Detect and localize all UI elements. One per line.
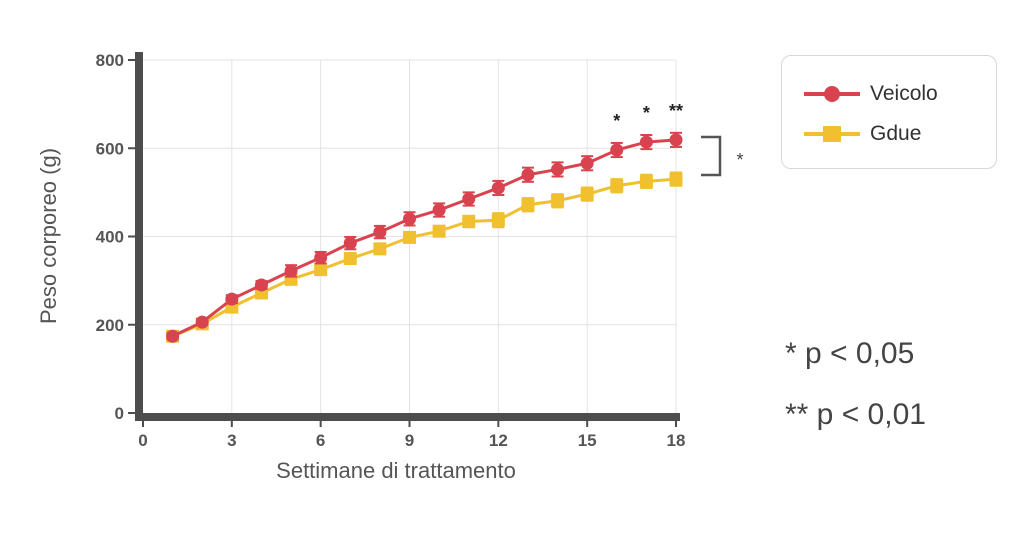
series-layer (166, 131, 683, 343)
data-point (639, 174, 653, 188)
data-point (432, 203, 446, 217)
significance-star: ** (669, 101, 683, 121)
data-point (580, 187, 594, 201)
y-tick-label: 800 (96, 51, 124, 70)
data-point (225, 292, 239, 306)
y-tick-label: 600 (96, 139, 124, 158)
data-point (314, 251, 328, 265)
legend-item-gdue: Gdue (804, 119, 921, 149)
data-point (254, 278, 268, 292)
data-point (373, 225, 387, 239)
data-point (343, 236, 357, 250)
x-tick-label: 6 (316, 431, 325, 450)
series-line-veicolo (171, 138, 677, 338)
data-point (580, 156, 594, 170)
data-point (669, 133, 683, 147)
series-gdue (166, 171, 683, 343)
data-point (669, 172, 683, 186)
y-tick-label: 200 (96, 316, 124, 335)
x-axis-label: Settimane di trattamento (276, 458, 516, 483)
data-point (491, 181, 505, 195)
data-point (639, 135, 653, 149)
x-tick-label: 18 (667, 431, 686, 450)
legend-swatch-gdue (804, 124, 860, 144)
data-point (432, 224, 446, 238)
data-point (610, 143, 624, 157)
data-point (403, 212, 416, 226)
legend-label-gdue: Gdue (870, 122, 922, 145)
significance-note-2: ** p < 0,01 (785, 398, 926, 431)
data-point (551, 162, 565, 176)
data-point (610, 179, 624, 193)
data-point (403, 230, 416, 244)
data-point (521, 168, 535, 182)
significance-bracket: * (701, 135, 744, 177)
y-tick-label: 0 (115, 404, 124, 423)
x-tick-label: 0 (138, 431, 147, 450)
data-point (462, 214, 476, 228)
data-point (195, 315, 209, 329)
data-point (314, 263, 328, 277)
x-tick-label: 9 (405, 431, 414, 450)
y-tick-label: 400 (96, 228, 124, 247)
data-point (551, 194, 565, 208)
legend: Veicolo Gdue (781, 55, 997, 169)
legend-label-veicolo: Veicolo (870, 82, 938, 105)
significance-note-1: * p < 0,05 (785, 337, 915, 370)
data-point (284, 264, 298, 278)
significance-star: * (613, 111, 620, 131)
series-line-gdue (172, 177, 677, 338)
x-tick-label: 15 (578, 431, 597, 450)
series-veicolo (166, 131, 683, 343)
x-tick-label: 12 (489, 431, 508, 450)
data-point (343, 252, 357, 266)
data-point (462, 192, 476, 206)
axes: 0 3 6 9 12 15 18 0 200 400 600 800 (96, 51, 686, 450)
annotations: * * ** (613, 101, 683, 131)
x-tick-label: 3 (227, 431, 236, 450)
significance-star: * (643, 103, 650, 123)
data-point (491, 213, 505, 227)
legend-item-veicolo: Veicolo (804, 79, 938, 109)
y-axis-label: Peso corporeo (g) (36, 148, 61, 324)
legend-swatch-veicolo (804, 84, 860, 104)
data-point (166, 329, 180, 343)
data-point (521, 198, 535, 212)
grid (143, 59, 677, 413)
bracket-label: * (736, 150, 743, 170)
data-point (373, 242, 387, 256)
